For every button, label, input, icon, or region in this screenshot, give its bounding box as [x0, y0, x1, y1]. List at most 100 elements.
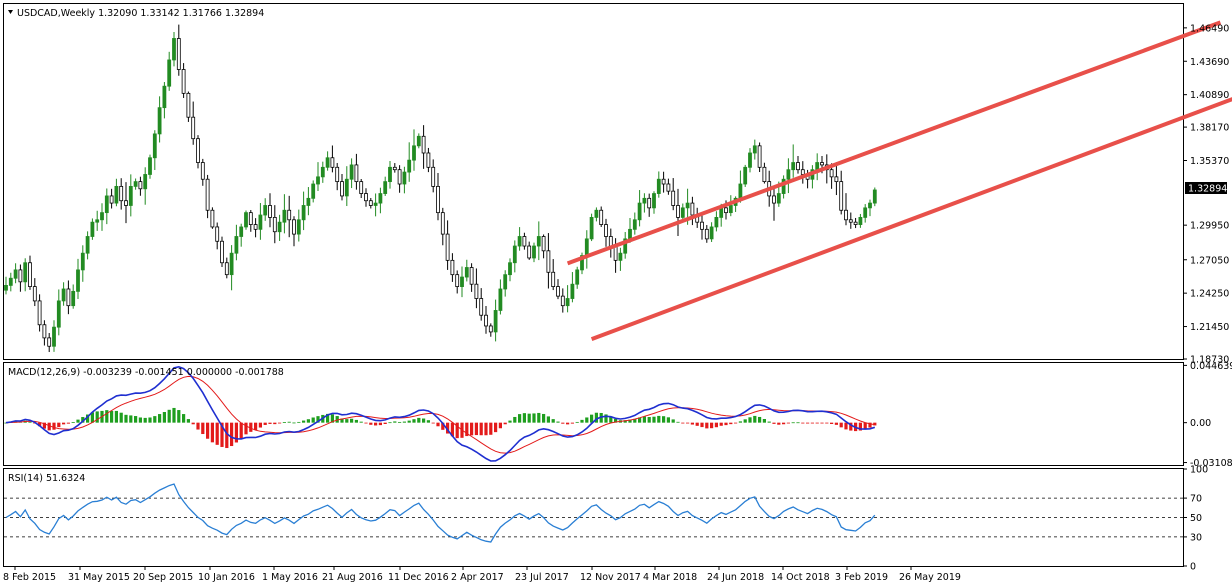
- macd-histogram-bar: [278, 422, 282, 424]
- candle-body: [234, 236, 239, 254]
- macd-histogram-bar: [863, 422, 867, 430]
- macd-histogram-bar: [791, 422, 795, 424]
- y-tick-label: 1.40890: [1190, 90, 1229, 101]
- macd-histogram-bar: [834, 422, 838, 425]
- candle-body: [205, 178, 210, 211]
- macd-histogram-bar: [234, 422, 238, 443]
- channel-trendline[interactable]: [590, 87, 1232, 341]
- macd-histogram-bar: [594, 412, 598, 423]
- candle-body: [738, 183, 743, 199]
- macd-histogram-bar: [671, 419, 675, 423]
- macd-histogram-bar: [244, 422, 248, 435]
- candle-body: [522, 236, 527, 247]
- candle-body: [191, 116, 196, 140]
- candle-body: [66, 288, 71, 307]
- candle-body: [700, 221, 704, 230]
- macd-histogram-bar: [62, 422, 66, 425]
- candle-body: [637, 202, 642, 221]
- macd-histogram-bar: [42, 422, 46, 429]
- macd-histogram-bar: [76, 419, 80, 423]
- macd-histogram-bar: [436, 422, 440, 427]
- channel-trendline[interactable]: [566, 20, 1222, 266]
- macd-histogram-bar: [364, 422, 368, 424]
- macd-histogram-bar: [546, 416, 550, 423]
- macd-histogram-bar: [220, 422, 224, 447]
- macd-histogram-bar: [316, 416, 320, 423]
- candle-body: [709, 226, 714, 240]
- macd-histogram-bar: [177, 410, 181, 423]
- macd-histogram-bar: [239, 422, 243, 439]
- candle-body: [210, 209, 215, 228]
- macd-histogram-bar: [354, 419, 358, 423]
- candle-body: [172, 38, 176, 61]
- candle-body: [479, 298, 484, 316]
- x-tick-label: 21 Aug 2016: [322, 572, 383, 583]
- candle-body: [383, 181, 388, 194]
- macd-histogram-bar: [551, 419, 555, 423]
- macd-histogram-bar: [542, 413, 546, 423]
- macd-histogram-bar: [162, 412, 166, 423]
- candle-body: [594, 209, 599, 218]
- candle-body: [143, 174, 148, 190]
- x-tick-label: 1 May 2016: [262, 572, 318, 583]
- candle-body: [584, 238, 589, 256]
- candle-body: [330, 157, 335, 168]
- macd-histogram-bar: [633, 418, 637, 423]
- symbol-header: USDCAD,Weekly 1.32090 1.33142 1.31766 1.…: [17, 8, 264, 19]
- macd-histogram-bar: [570, 422, 574, 424]
- rsi-header: RSI(14) 51.6324: [8, 473, 85, 484]
- macd-histogram-bar: [590, 414, 594, 423]
- macd-histogram-bar: [431, 422, 435, 424]
- macd-histogram-bar: [494, 422, 498, 433]
- candle-body: [724, 207, 728, 214]
- macd-histogram-bar: [801, 422, 805, 424]
- macd-histogram-bar: [614, 418, 618, 423]
- macd-histogram-bar: [407, 420, 411, 423]
- candle-body: [872, 189, 877, 204]
- candle-body: [728, 205, 733, 214]
- macd-histogram-bar: [623, 420, 627, 423]
- macd-histogram-bar: [498, 422, 502, 429]
- candle-body: [119, 185, 124, 202]
- candle-body: [575, 269, 580, 285]
- macd-histogram-bar: [206, 422, 210, 439]
- chart-menu-triangle-icon[interactable]: [8, 10, 13, 14]
- candle-body: [167, 59, 172, 87]
- macd-histogram-bar: [114, 410, 118, 423]
- trendlines-group[interactable]: [566, 20, 1232, 341]
- candle-body: [580, 255, 584, 271]
- macd-histogram-bar: [167, 409, 171, 423]
- macd-histogram-bar: [258, 422, 262, 428]
- candle-body: [796, 162, 800, 171]
- macd-histogram-bar: [359, 421, 363, 423]
- candle-body: [599, 209, 604, 225]
- macd-histogram-bar: [330, 414, 334, 423]
- macd-histogram-bar: [230, 422, 234, 447]
- candle-body: [296, 219, 301, 235]
- y-tick-label: 1.43690: [1190, 57, 1229, 68]
- candle-body: [287, 209, 292, 221]
- macd-histogram-bar: [522, 413, 526, 423]
- candle-body: [498, 288, 503, 311]
- macd-histogram-bar: [830, 422, 834, 424]
- macd-histogram-bar: [311, 417, 315, 423]
- candle-body: [292, 219, 296, 235]
- candle-body: [445, 233, 450, 261]
- macd-histogram-bar: [700, 422, 704, 428]
- candle-body: [109, 195, 114, 204]
- macd-histogram-bar: [47, 422, 51, 431]
- candle-body: [426, 152, 431, 168]
- candle-body: [714, 217, 719, 228]
- y-tick-label: 1.27050: [1190, 255, 1229, 266]
- macd-histogram-bar: [873, 422, 877, 426]
- macd-histogram-bar: [268, 422, 272, 424]
- candle-body: [76, 269, 80, 292]
- candle-body: [128, 185, 133, 206]
- candle-body: [133, 181, 138, 187]
- macd-histogram-bar: [158, 414, 162, 423]
- macd-histogram-bar: [335, 416, 339, 423]
- rsi-line: [5, 483, 876, 543]
- candle-body: [100, 212, 104, 221]
- price-pane[interactable]: [3, 3, 1184, 360]
